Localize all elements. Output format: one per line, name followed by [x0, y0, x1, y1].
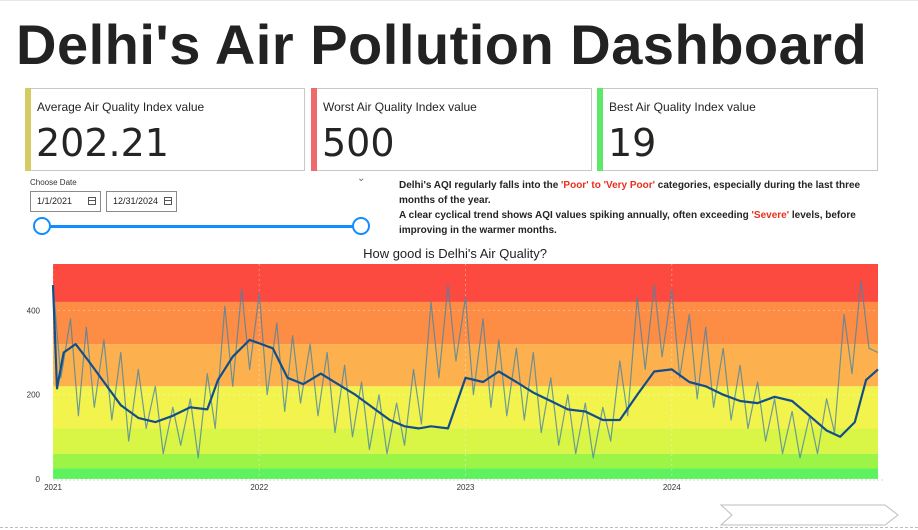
- slider-end-handle[interactable]: [352, 217, 370, 235]
- start-date-input[interactable]: 1/1/2021: [30, 191, 101, 212]
- kpi-card-worst: Worst Air Quality Index value 500: [311, 88, 592, 171]
- date-range-slider-track[interactable]: [42, 225, 361, 228]
- aqi-band: [53, 301, 878, 345]
- start-date-value: 1/1/2021: [37, 196, 73, 206]
- trend-series-line: [51, 285, 879, 438]
- kpi-card-average: Average Air Quality Index value 202.21: [25, 88, 305, 171]
- aqi-band: [53, 428, 878, 454]
- calendar-icon[interactable]: [88, 197, 96, 205]
- y-tick-label: 0: [36, 475, 41, 484]
- top-divider: [0, 0, 918, 1]
- kpi-label: Worst Air Quality Index value: [323, 100, 477, 114]
- x-tick-label: 2024: [663, 483, 681, 492]
- aqi-band: [53, 453, 878, 469]
- aqi-band: [53, 468, 878, 479]
- y-tick-label: 200: [27, 391, 41, 400]
- chevron-down-icon[interactable]: ⌄: [357, 173, 366, 184]
- end-date-value: 12/31/2024: [113, 196, 159, 206]
- insight-paragraph-1: Delhi's AQI regularly falls into the 'Po…: [399, 180, 861, 206]
- kpi-card-best: Best Air Quality Index value 19: [597, 88, 878, 171]
- date-slicer-title: Choose Date: [30, 178, 77, 187]
- next-page-arrow-icon[interactable]: [720, 504, 900, 526]
- kpi-accent-bar: [25, 88, 31, 171]
- bottom-divider: [0, 527, 918, 528]
- highlight-text: 'Severe': [751, 210, 790, 221]
- kpi-label: Average Air Quality Index value: [37, 100, 205, 114]
- slider-start-handle[interactable]: [33, 217, 51, 235]
- x-tick-label: 2021: [44, 483, 62, 492]
- end-date-input[interactable]: 12/31/2024: [106, 191, 177, 212]
- page-title: Delhi's Air Pollution Dashboard: [16, 13, 868, 76]
- kpi-value: 19: [608, 121, 657, 165]
- aqi-band: [53, 386, 878, 429]
- aqi-band: [53, 264, 878, 302]
- x-tick-label: 2022: [250, 483, 268, 492]
- kpi-accent-bar: [311, 88, 317, 171]
- kpi-value: 202.21: [36, 121, 169, 165]
- daily-series-line: [52, 280, 879, 459]
- insight-paragraph-2: A clear cyclical trend shows AQI values …: [399, 210, 856, 236]
- y-tick-label: 400: [27, 306, 41, 315]
- insight-text: Delhi's AQI regularly falls into the 'Po…: [399, 178, 879, 238]
- kpi-value: 500: [322, 121, 395, 165]
- aqi-line-chart: 0 200 400 2021 2022 2023 2024: [27, 264, 883, 492]
- kpi-label: Best Air Quality Index value: [609, 100, 756, 114]
- x-tick-label: 2023: [457, 483, 475, 492]
- calendar-icon[interactable]: [164, 197, 172, 205]
- chart-title: How good is Delhi's Air Quality?: [363, 246, 547, 261]
- kpi-accent-bar: [597, 88, 603, 171]
- highlight-text: 'Poor' to 'Very Poor': [561, 180, 656, 191]
